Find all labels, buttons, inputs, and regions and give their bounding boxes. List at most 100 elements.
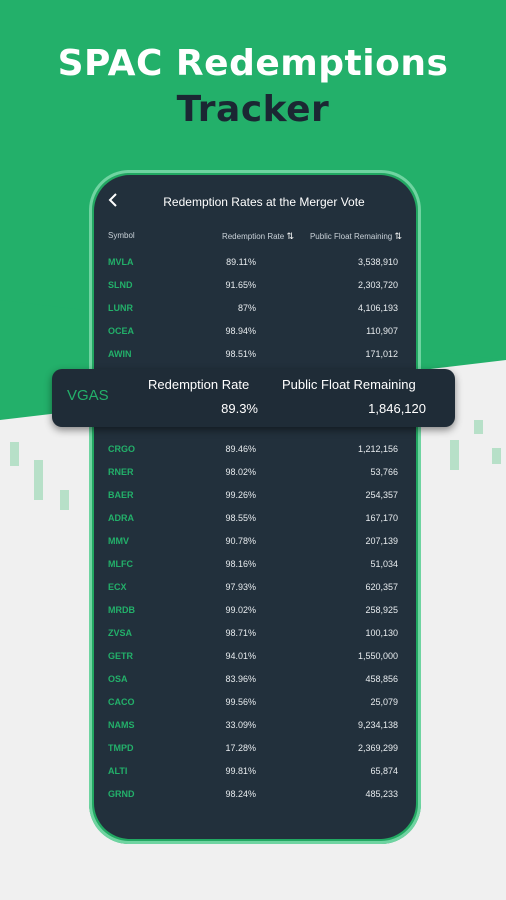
table-row[interactable]: NAMS 33.09% 9,234,138: [94, 720, 416, 736]
row-rate: 97.93%: [225, 582, 256, 592]
row-rate: 91.65%: [225, 280, 256, 290]
phone-screen: Redemption Rates at the Merger Vote Symb…: [94, 175, 416, 839]
decor-bar: [34, 460, 43, 500]
row-float: 458,856: [365, 674, 398, 684]
headline-line-2: Tracker: [176, 89, 330, 130]
row-float: 620,357: [365, 582, 398, 592]
row-float: 100,130: [365, 628, 398, 638]
table-row[interactable]: OSA 83.96% 458,856: [94, 674, 416, 690]
table-row[interactable]: TMPD 17.28% 2,369,299: [94, 743, 416, 759]
row-rate: 98.55%: [225, 513, 256, 523]
row-symbol: OCEA: [108, 326, 135, 336]
row-rate: 17.28%: [225, 743, 256, 753]
highlight-card[interactable]: VGAS Redemption Rate 89.3% Public Float …: [52, 369, 455, 427]
row-symbol: OSA: [108, 674, 128, 684]
decor-bar: [492, 448, 501, 464]
column-header-float-label: Public Float Remaining: [309, 232, 393, 241]
table-row[interactable]: SLND 91.65% 2,303,720: [94, 280, 416, 296]
row-rate: 83.96%: [225, 674, 256, 684]
row-float: 2,369,299: [357, 743, 398, 753]
row-float: 207,139: [365, 536, 398, 546]
row-rate: 98.24%: [225, 789, 256, 799]
row-rate: 89.11%: [226, 257, 256, 267]
row-float: 254,357: [365, 490, 398, 500]
row-rate: 90.78%: [225, 536, 256, 546]
table-row[interactable]: MRDB 99.02% 258,925: [94, 605, 416, 621]
column-header-symbol[interactable]: Symbol: [108, 231, 135, 240]
table-row[interactable]: ECX 97.93% 620,357: [94, 582, 416, 598]
row-float: 53,766: [370, 467, 398, 477]
table-row[interactable]: MMV 90.78% 207,139: [94, 536, 416, 552]
row-symbol: MVLA: [108, 257, 134, 267]
row-symbol: ALTI: [108, 766, 128, 776]
column-header-rate-label: Redemption Rate: [221, 232, 285, 241]
row-float: 2,303,720: [357, 280, 398, 290]
row-rate: 94.01%: [225, 651, 256, 661]
decor-bar: [10, 442, 19, 466]
row-symbol: SLND: [108, 280, 133, 290]
table-row[interactable]: AWIN 98.51% 171,012: [94, 349, 416, 365]
headline-line-1: SPAC Redemptions: [57, 43, 449, 84]
table-row[interactable]: BAER 99.26% 254,357: [94, 490, 416, 506]
row-symbol: MRDB: [108, 605, 135, 615]
row-symbol: ZVSA: [108, 628, 133, 638]
row-rate: 98.94%: [225, 326, 256, 336]
row-float: 4,106,193: [357, 303, 398, 313]
decor-bar: [474, 420, 483, 434]
column-header-rate[interactable]: Redemption Rate ⇅: [174, 231, 294, 242]
headline: SPAC Redemptions Tracker: [0, 42, 506, 134]
highlight-float-value: 1,846,120: [368, 401, 426, 416]
row-float: 65,874: [370, 766, 398, 776]
row-float: 1,550,000: [357, 651, 398, 661]
row-rate: 98.16%: [225, 559, 256, 569]
highlight-rate-value: 89.3%: [221, 401, 258, 416]
table-row[interactable]: ADRA 98.55% 167,170: [94, 513, 416, 529]
row-float: 51,034: [370, 559, 398, 569]
row-rate: 98.51%: [225, 349, 256, 359]
table-row[interactable]: LUNR 87% 4,106,193: [94, 303, 416, 319]
row-symbol: AWIN: [108, 349, 132, 359]
table-row[interactable]: CACO 99.56% 25,079: [94, 697, 416, 713]
highlight-symbol: VGAS: [67, 387, 109, 404]
table-row[interactable]: MLFC 98.16% 51,034: [94, 559, 416, 575]
table-row[interactable]: OCEA 98.94% 110,907: [94, 326, 416, 342]
row-symbol: RNER: [108, 467, 134, 477]
row-symbol: MLFC: [108, 559, 133, 569]
row-symbol: MMV: [108, 536, 129, 546]
row-float: 1,212,156: [357, 444, 398, 454]
table-row[interactable]: MVLA 89.11% 3,538,910: [94, 257, 416, 273]
row-symbol: LUNR: [108, 303, 133, 313]
row-rate: 99.26%: [225, 490, 256, 500]
row-float: 110,907: [366, 326, 398, 336]
row-float: 258,925: [365, 605, 398, 615]
column-header-float[interactable]: Public Float Remaining ⇅: [274, 231, 402, 242]
row-float: 167,170: [365, 513, 398, 523]
highlight-rate-label: Redemption Rate: [148, 377, 250, 392]
row-symbol: CRGO: [108, 444, 135, 454]
table-row[interactable]: RNER 98.02% 53,766: [94, 467, 416, 483]
table-row[interactable]: CRGO 89.46% 1,212,156: [94, 444, 416, 460]
table-row[interactable]: GETR 94.01% 1,550,000: [94, 651, 416, 667]
table-row[interactable]: GRND 98.24% 485,233: [94, 789, 416, 805]
row-rate: 87%: [237, 303, 256, 313]
row-symbol: GRND: [108, 789, 135, 799]
sort-icon[interactable]: ⇅: [286, 231, 294, 241]
table-header: Symbol Redemption Rate ⇅ Public Float Re…: [94, 231, 416, 247]
row-rate: 99.81%: [225, 766, 256, 776]
row-symbol: ADRA: [108, 513, 134, 523]
table-row[interactable]: ZVSA 98.71% 100,130: [94, 628, 416, 644]
row-symbol: NAMS: [108, 720, 135, 730]
row-float: 171,012: [365, 349, 398, 359]
page-title: Redemption Rates at the Merger Vote: [163, 195, 365, 209]
row-float: 485,233: [365, 789, 398, 799]
chevron-left-icon[interactable]: [108, 192, 124, 212]
row-rate: 99.02%: [225, 605, 256, 615]
row-rate: 98.71%: [225, 628, 256, 638]
sort-icon[interactable]: ⇅: [394, 231, 402, 241]
table-row[interactable]: ALTI 99.81% 65,874: [94, 766, 416, 782]
row-rate: 89.46%: [225, 444, 256, 454]
row-float: 25,079: [370, 697, 398, 707]
row-symbol: BAER: [108, 490, 134, 500]
row-symbol: ECX: [108, 582, 127, 592]
decor-bar: [60, 490, 69, 510]
